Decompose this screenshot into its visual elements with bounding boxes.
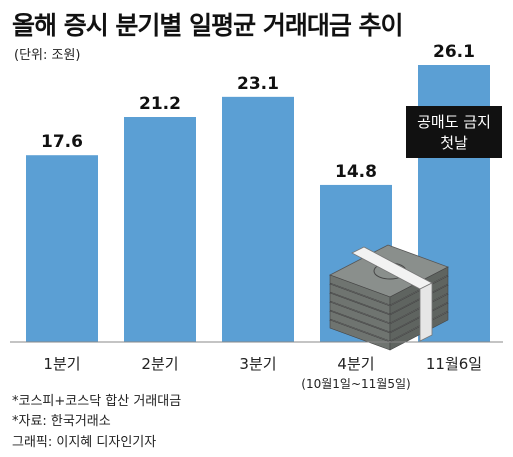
annotation-line-2: 첫날 xyxy=(440,134,468,152)
category-label-1: 1분기 xyxy=(43,355,80,373)
value-label-5: 26.1 xyxy=(433,42,475,62)
value-label-3: 23.1 xyxy=(237,74,279,94)
money-stack-icon xyxy=(329,244,449,351)
unit-label: (단위: 조원) xyxy=(14,48,81,63)
category-label-4: 4분기 xyxy=(337,355,374,373)
bar-1 xyxy=(26,155,98,342)
value-label-4: 14.8 xyxy=(335,162,377,182)
footnote-source-scope: *코스피+코스닥 합산 거래대금 xyxy=(12,394,182,409)
labels-group: 17.6 1분기 21.2 2분기 23.1 3분기 14.8 4분기 (10월1일~11월5일… xyxy=(41,42,482,391)
value-label-1: 17.6 xyxy=(41,132,83,152)
category-sublabel-4: (10월1일~11월5일) xyxy=(301,377,410,391)
annotation-box xyxy=(406,106,502,158)
footnote-graphic-credit: 그래픽: 이지혜 디자인기자 xyxy=(12,435,157,450)
footnote-data-source: *자료: 한국거래소 xyxy=(12,414,111,429)
chart-title: 올해 증시 분기별 일평균 거래대금 추이 xyxy=(12,11,404,40)
category-label-2: 2분기 xyxy=(141,355,178,373)
category-label-5: 11월6일 xyxy=(426,355,482,373)
category-label-3: 3분기 xyxy=(239,355,276,373)
annotation-line-1: 공매도 금지 xyxy=(417,113,491,131)
bar-3 xyxy=(222,96,294,342)
bar-2 xyxy=(124,117,196,342)
value-label-2: 21.2 xyxy=(139,94,181,114)
